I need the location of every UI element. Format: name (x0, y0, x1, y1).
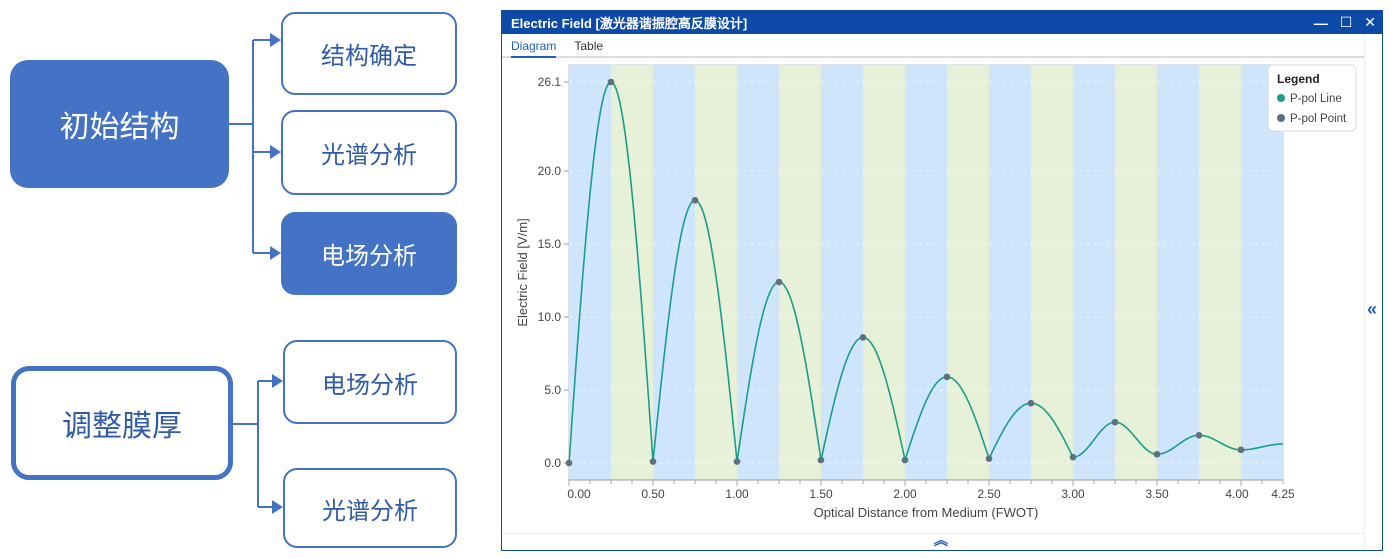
p-pol-point (859, 334, 867, 341)
layer-band (1031, 65, 1073, 480)
flow-node-structure-confirm: 结构确定 (281, 12, 457, 95)
flow-root-initial-structure: 初始结构 (10, 60, 229, 188)
minimize-button[interactable]: — (1313, 14, 1328, 31)
x-tick-label: 4.00 (1225, 487, 1249, 501)
p-pol-point (1027, 399, 1035, 407)
window-title: Electric Field [激光器谐振腔高反膜设计] (511, 16, 748, 31)
title-bar: Electric Field [激光器谐振腔高反膜设计] — ☐ ✕ (502, 11, 1382, 34)
expand-side-panel-icon[interactable]: « (1367, 299, 1378, 319)
layer-band (1199, 65, 1241, 480)
tab-diagram[interactable]: Diagram (511, 39, 557, 58)
p-pol-point (1237, 446, 1245, 454)
legend-entry-point: P-pol Point (1290, 113, 1347, 125)
x-tick-label: 2.00 (893, 487, 917, 501)
p-pol-point (1195, 431, 1203, 439)
y-tick-label: 0.0 (544, 456, 561, 470)
p-pol-point (649, 458, 657, 465)
p-pol-point (733, 458, 741, 465)
flow-node-field-analysis: 电场分析 (281, 212, 457, 295)
flow-node-spectrum-analysis: 光谱分析 (281, 110, 457, 195)
layer-band (569, 65, 611, 480)
p-pol-point (1111, 418, 1119, 426)
legend-line-swatch (1277, 94, 1285, 102)
p-pol-point (985, 455, 993, 462)
x-tick-label: 1.00 (725, 487, 749, 501)
legend-point-swatch (1277, 114, 1285, 122)
x-tick-label: 0.50 (641, 487, 665, 501)
maximize-button[interactable]: ☐ (1339, 14, 1353, 30)
p-pol-line (568, 81, 1283, 464)
y-tick-label: 26.1 (538, 75, 562, 89)
bottom-panel: ︽ (502, 532, 1365, 550)
layer-band (611, 65, 653, 480)
y-axis-label: Electric Field [V/m] (515, 218, 530, 326)
p-pol-point (607, 78, 615, 86)
flow-node-field-analysis-2: 电场分析 (283, 340, 457, 424)
layer-band (1073, 65, 1115, 480)
y-tick-label: 5.0 (544, 383, 561, 397)
flow-connectors (229, 33, 283, 514)
legend-title: Legend (1277, 72, 1320, 86)
p-pol-point (1153, 450, 1161, 458)
x-tick-label: 3.00 (1061, 487, 1085, 501)
tab-table[interactable]: Table (574, 39, 604, 53)
x-tick-label: 2.50 (977, 487, 1001, 501)
flow-node-spectrum-analysis-2: 光谱分析 (283, 468, 457, 548)
x-tick-label: 4.25 (1271, 487, 1295, 501)
y-tick-label: 20.0 (538, 164, 562, 178)
layer-band (1241, 65, 1283, 480)
x-tick-label: 1.50 (809, 487, 833, 501)
flow-root-adjust-thickness: 调整膜厚 (11, 366, 233, 480)
x-tick-label: 3.50 (1145, 487, 1169, 501)
p-pol-point (1069, 453, 1077, 461)
layer-band (821, 65, 863, 480)
layer-band (1157, 65, 1199, 480)
p-pol-point (775, 278, 783, 286)
y-tick-label: 10.0 (538, 310, 562, 324)
p-pol-point (691, 196, 699, 204)
layer-band (989, 65, 1031, 480)
expand-bottom-panel-icon[interactable]: ︽ (934, 532, 948, 548)
p-pol-point (901, 456, 909, 464)
side-panel: « (1364, 34, 1382, 550)
legend-box (1267, 64, 1357, 132)
layer-band (1115, 65, 1157, 480)
layer-band (947, 65, 989, 480)
y-tick-label: 15.0 (538, 237, 562, 251)
x-axis-label: Optical Distance from Medium (FWOT) (814, 505, 1039, 520)
p-pol-point (565, 459, 573, 467)
layer-band (905, 65, 947, 480)
x-tick-label: 0.00 (567, 487, 591, 501)
close-button[interactable]: ✕ (1364, 14, 1376, 30)
tab-bar: Diagram Table (502, 34, 1365, 58)
p-pol-point (817, 456, 825, 464)
layer-band (863, 65, 905, 480)
legend-entry-line: P-pol Line (1290, 93, 1342, 105)
p-pol-point (943, 373, 951, 381)
